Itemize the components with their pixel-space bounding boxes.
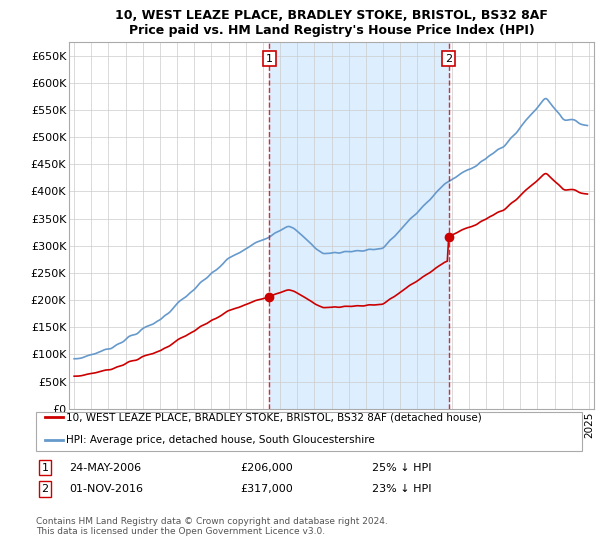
Text: 1: 1 <box>266 54 273 63</box>
Text: 1: 1 <box>41 463 49 473</box>
Text: Contains HM Land Registry data © Crown copyright and database right 2024.
This d: Contains HM Land Registry data © Crown c… <box>36 517 388 536</box>
Text: 23% ↓ HPI: 23% ↓ HPI <box>372 484 431 494</box>
Text: 24-MAY-2006: 24-MAY-2006 <box>69 463 141 473</box>
Title: 10, WEST LEAZE PLACE, BRADLEY STOKE, BRISTOL, BS32 8AF
Price paid vs. HM Land Re: 10, WEST LEAZE PLACE, BRADLEY STOKE, BRI… <box>115 8 548 36</box>
Text: 2: 2 <box>445 54 452 63</box>
Text: 2: 2 <box>41 484 49 494</box>
Text: £206,000: £206,000 <box>240 463 293 473</box>
Text: 10, WEST LEAZE PLACE, BRADLEY STOKE, BRISTOL, BS32 8AF (detached house): 10, WEST LEAZE PLACE, BRADLEY STOKE, BRI… <box>66 412 482 422</box>
Text: 01-NOV-2016: 01-NOV-2016 <box>69 484 143 494</box>
Text: 25% ↓ HPI: 25% ↓ HPI <box>372 463 431 473</box>
Bar <box>269 42 449 409</box>
Text: £317,000: £317,000 <box>240 484 293 494</box>
Text: HPI: Average price, detached house, South Gloucestershire: HPI: Average price, detached house, Sout… <box>66 435 375 445</box>
